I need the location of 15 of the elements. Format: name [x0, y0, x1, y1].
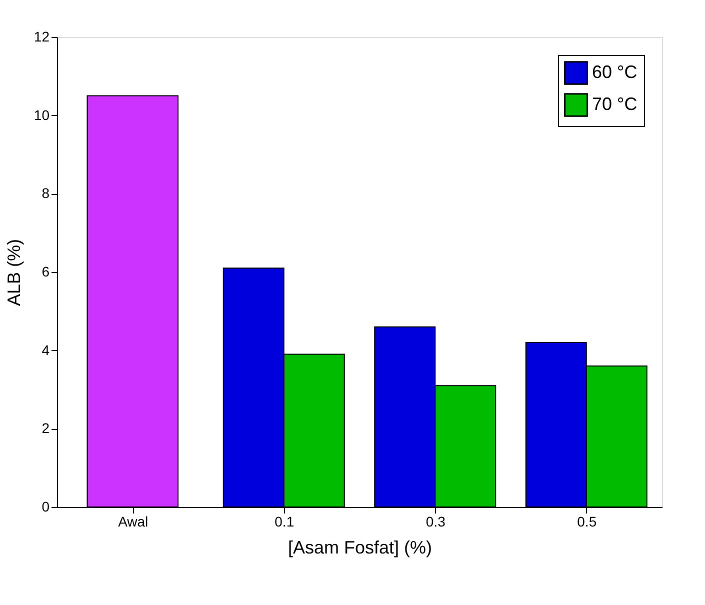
y-tick-label: 12 [34, 28, 50, 44]
legend-label: 70 °C [592, 94, 638, 114]
y-tick-label: 8 [42, 185, 50, 202]
x-tick-label: 0.1 [274, 514, 294, 530]
x-tick-label: 0.3 [426, 514, 446, 530]
legend-label: 60 °C [592, 62, 638, 82]
y-tick-label: 2 [42, 420, 50, 436]
y-axis-title: ALB (%) [4, 238, 24, 306]
x-axis-title: [Asam Fosfat] (%) [288, 538, 432, 558]
y-tick-label: 10 [34, 106, 50, 123]
y-tick-label: 4 [42, 342, 50, 358]
x-tick-label: Awal [118, 514, 148, 530]
y-tick-label: 6 [42, 264, 50, 280]
y-tick-label: 0 [42, 498, 50, 514]
x-tick-label: 0.5 [577, 514, 597, 530]
